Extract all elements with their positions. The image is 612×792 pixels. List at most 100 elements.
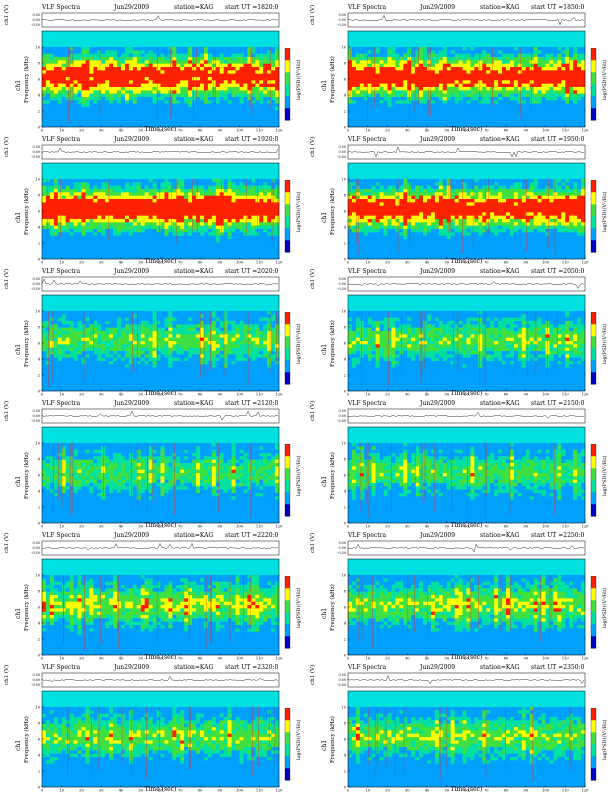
spectrogram-cell	[458, 83, 463, 88]
spectrogram-cell	[407, 50, 412, 54]
spectrogram-cell	[164, 97, 169, 101]
spectrogram-cell	[81, 179, 86, 183]
spectrogram-cell	[57, 205, 62, 210]
spectrogram-cell	[351, 185, 357, 190]
spectrogram-cell	[235, 60, 240, 64]
spectrogram-cell	[117, 80, 122, 84]
spectrogram-cell	[65, 252, 70, 256]
spectrogram-cell	[65, 117, 70, 121]
spectrogram-cell	[140, 77, 145, 81]
spectrogram-cell	[128, 123, 134, 128]
spectrogram-cell	[156, 245, 161, 250]
spectrogram-cell	[192, 222, 197, 226]
spectrogram-cell	[387, 199, 392, 203]
spectrogram-cell	[105, 123, 110, 128]
spectrogram-cell	[478, 123, 483, 128]
spectrogram-cell	[275, 199, 280, 203]
spectrogram-cell	[442, 63, 447, 68]
spectrogram-cell	[180, 252, 185, 256]
spectrogram-cell	[132, 202, 137, 206]
spectrogram-cell	[351, 97, 357, 101]
spectrogram-cell	[367, 73, 372, 78]
spectrogram-cell	[355, 107, 361, 111]
spectrogram-cell	[93, 209, 98, 213]
spectrogram-cell	[73, 179, 78, 183]
spectrogram-cell	[454, 80, 459, 84]
spectrogram-cell	[160, 199, 165, 203]
spectrogram-cell	[427, 117, 432, 121]
spectrogram-cell	[97, 185, 102, 190]
spectrogram-cell	[61, 113, 66, 118]
spectrogram-cell	[545, 87, 550, 91]
spectrogram-cell	[486, 53, 491, 58]
spectrogram-cell	[132, 67, 137, 71]
spectrogram-cell	[263, 179, 268, 183]
spectrogram-cell	[148, 195, 153, 200]
spectrogram-cell	[537, 87, 542, 91]
spectrogram-cell	[77, 123, 82, 128]
spectrogram-cell	[105, 189, 110, 193]
spectrogram-cell	[259, 113, 264, 118]
spectrogram-cell	[203, 120, 209, 124]
spectrogram-cell	[223, 80, 228, 84]
spectrogram-cell	[231, 192, 236, 196]
spectrogram-cell	[462, 120, 467, 124]
spectrogram-cell	[371, 57, 376, 61]
spectrogram-cell	[81, 232, 86, 236]
spectrogram-cell	[407, 117, 412, 121]
spectrogram-cell	[395, 67, 400, 71]
spectrogram-cell	[363, 80, 368, 84]
spectrogram-cell	[121, 239, 126, 243]
spectrogram-cell	[391, 117, 396, 121]
spectrogram-cell	[577, 80, 582, 84]
spectrogram-cell	[156, 103, 161, 108]
spectrogram-cell	[561, 53, 566, 58]
spectrogram-cell	[239, 63, 244, 68]
spectrogram-cell	[176, 179, 181, 183]
spectrogram-cell	[259, 249, 264, 253]
spectrogram-cell	[140, 53, 145, 58]
spectrogram-cell	[148, 235, 153, 240]
spectrogram-cell	[506, 110, 511, 114]
spectrogram-cell	[57, 50, 62, 54]
spectrogram-cell	[395, 87, 400, 91]
spectrogram-cell	[101, 199, 106, 203]
spectrogram-cell	[247, 235, 252, 240]
spectrogram-cell	[215, 83, 220, 88]
spectrogram-cell	[211, 195, 216, 200]
spectrogram-cell	[387, 73, 392, 78]
spectrogram-cell	[49, 225, 55, 230]
spectrogram-cell	[371, 202, 376, 206]
spectrogram-cell	[513, 100, 519, 104]
spectrogram-cell	[411, 239, 416, 243]
spectrogram-cell	[383, 50, 388, 54]
spectrogram-cell	[61, 219, 66, 223]
spectrogram-cell	[494, 47, 499, 51]
spectrogram-cell	[375, 77, 380, 81]
spectrogram-cell	[415, 53, 420, 58]
spectrogram-cell	[275, 80, 280, 84]
spectrogram-cell	[407, 83, 412, 88]
spectrogram-cell	[77, 83, 82, 88]
spectrogram-cell	[415, 93, 420, 98]
spectrogram-cell	[399, 53, 404, 58]
spectrogram-cell	[172, 120, 177, 124]
spectrogram-cell	[176, 199, 181, 203]
spectrogram-cell	[227, 80, 232, 84]
spectrogram-cell	[239, 90, 244, 94]
spectrogram-cell	[156, 182, 161, 186]
spectrogram-cell	[442, 103, 447, 108]
spectrogram-cell	[367, 242, 372, 246]
spectrogram-cell	[271, 232, 276, 236]
spectrogram-cell	[219, 53, 224, 58]
spectrogram-cell	[549, 97, 554, 101]
spectrogram-cell	[61, 182, 66, 186]
spectrogram-cell	[466, 120, 471, 124]
spectrogram-cell	[49, 245, 55, 250]
spectrogram-cell	[148, 100, 153, 104]
spectrogram-cell	[121, 249, 126, 253]
spectrogram-cell	[196, 209, 201, 213]
spectrogram-cell	[61, 117, 66, 121]
spectrogram-cell	[97, 123, 102, 128]
spectrogram-cell	[180, 117, 185, 121]
